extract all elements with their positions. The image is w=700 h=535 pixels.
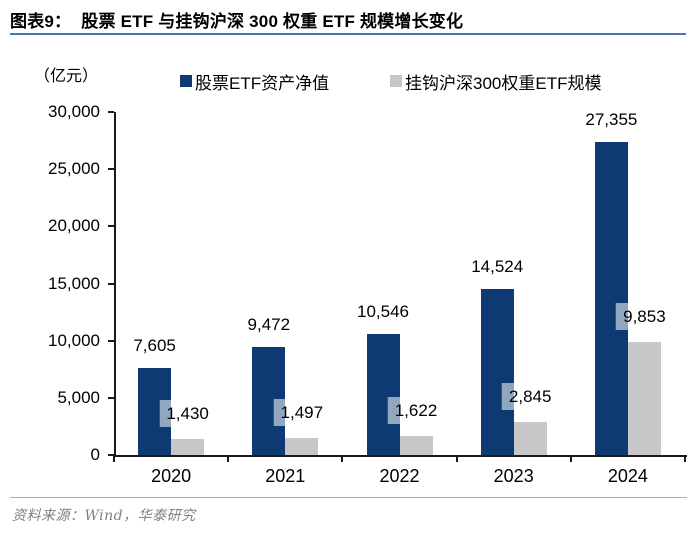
- csi300-etf-bar-2024: [627, 342, 661, 455]
- plot-area: 7,605 1,430 9,472 1,497 10,546 1,622 14,524 2,8…: [114, 110, 685, 455]
- y-tick-mark: [108, 282, 114, 285]
- y-tick-label-30000: 30,000: [48, 102, 100, 121]
- x-tick-mark: [113, 455, 115, 462]
- footer-divider: [10, 497, 687, 498]
- y-tick-mark: [108, 454, 114, 456]
- y-tick-mark: [108, 111, 114, 113]
- figure-title: 图表9： 股票 ETF 与挂钩沪深 300 权重 ETF 规模增长变化: [10, 7, 463, 32]
- legend-item-csi300-etf: 挂钩沪深300权重ETF规模: [390, 70, 602, 93]
- y-tick-label-25000: 25,000: [48, 159, 100, 179]
- x-tick-mark: [455, 455, 458, 462]
- csi300-etf-bar-2023: [513, 422, 547, 455]
- legend-label-csi300-etf: 挂钩沪深300权重ETF规模: [405, 73, 602, 93]
- x-tick-mark: [341, 455, 344, 462]
- x-axis-line: [114, 455, 687, 457]
- y-axis-line: [114, 112, 116, 457]
- figure-label: 图表9：: [10, 12, 72, 31]
- x-tick-label-2021: 2021: [265, 466, 306, 486]
- y-tick-mark: [108, 396, 114, 399]
- legend-swatch-csi300-etf: [390, 75, 402, 87]
- csi300-etf-bar-2021: [285, 437, 319, 455]
- csi300-etf-value-label-2020: 1,430: [159, 399, 216, 427]
- x-tick-label-2020: 2020: [151, 466, 192, 486]
- y-axis-unit-label: （亿元）: [34, 68, 99, 85]
- y-tick-label-10000: 10,000: [48, 330, 100, 350]
- y-tick-label-0: 0: [90, 445, 100, 464]
- etf-nav-bar-2023: [480, 288, 514, 455]
- etf-nav-bar-2024: [594, 142, 628, 455]
- csi300-etf-bar-2020: [171, 438, 205, 455]
- etf-nav-bar-2022: [366, 334, 400, 455]
- legend-item-etf-nav: 股票ETF资产净值: [180, 70, 330, 93]
- x-tick-mark: [227, 455, 230, 462]
- y-tick-label-20000: 20,000: [48, 216, 100, 236]
- y-tick-label-5000: 5,000: [57, 387, 100, 407]
- etf-nav-value-label-2022: 10,546: [357, 302, 409, 322]
- title-underline: [10, 33, 686, 35]
- csi300-etf-bar-2022: [399, 436, 433, 455]
- csi300-etf-value-label-2023: 2,845: [501, 383, 559, 411]
- y-tick-mark: [108, 225, 114, 228]
- etf-nav-value-label-2024: 27,355: [585, 110, 638, 130]
- x-tick-mark: [569, 455, 572, 462]
- csi300-etf-value-label-2022: 1,622: [387, 397, 445, 425]
- x-tick-label-2022: 2022: [379, 466, 420, 486]
- csi300-etf-value-label-2024: 9,853: [616, 303, 673, 331]
- legend-swatch-etf-nav: [180, 75, 192, 87]
- y-tick-label-15000: 15,000: [48, 273, 100, 293]
- etf-nav-value-label-2021: 9,472: [247, 314, 291, 334]
- x-tick-label-2023: 2023: [493, 466, 534, 486]
- etf-nav-value-label-2023: 14,524: [471, 256, 524, 276]
- legend-label-etf-nav: 股票ETF资产净值: [195, 73, 330, 93]
- y-tick-mark: [108, 168, 114, 171]
- x-tick-mark: [684, 455, 686, 462]
- figure-title-text: 股票 ETF 与挂钩沪深 300 权重 ETF 规模增长变化: [81, 12, 464, 31]
- source-note: 资料来源：Wind，华泰研究: [12, 508, 196, 524]
- etf-nav-value-label-2020: 7,605: [133, 336, 176, 356]
- csi300-etf-value-label-2021: 1,497: [273, 398, 331, 426]
- x-tick-label-2024: 2024: [607, 466, 648, 486]
- y-tick-mark: [108, 339, 114, 342]
